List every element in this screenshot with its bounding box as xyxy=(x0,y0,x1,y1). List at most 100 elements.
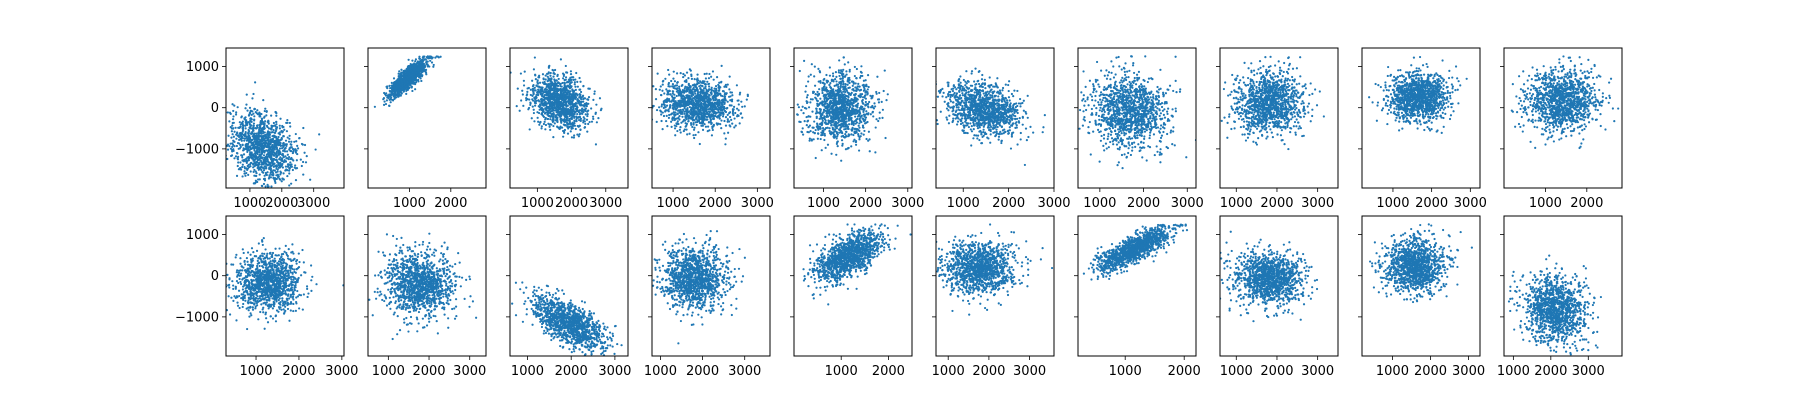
scatter-point xyxy=(548,123,551,126)
scatter-point xyxy=(731,110,735,113)
scatter-point xyxy=(669,113,673,116)
scatter-point xyxy=(710,134,714,137)
scatter-point xyxy=(284,165,287,168)
scatter-point xyxy=(262,127,266,130)
scatter-point xyxy=(521,93,524,96)
scatter-point xyxy=(673,93,676,96)
scatter-point xyxy=(267,185,270,188)
scatter-point xyxy=(718,106,721,109)
scatter-point xyxy=(527,86,530,90)
scatter-point xyxy=(690,77,694,80)
scatter-point xyxy=(575,118,578,121)
scatter-point xyxy=(531,79,534,82)
scatter-point xyxy=(408,68,412,71)
scatter-point xyxy=(263,162,266,165)
scatter-point xyxy=(540,97,543,100)
scatter-point xyxy=(559,83,562,86)
scatter-point xyxy=(569,73,573,76)
scatter-point xyxy=(248,121,251,124)
scatter-point xyxy=(718,117,721,120)
scatter-point xyxy=(221,125,223,127)
scatter-point xyxy=(285,169,288,172)
scatter-point xyxy=(274,135,277,138)
scatter-point xyxy=(578,76,581,80)
scatter-point xyxy=(691,110,694,113)
scatter-point xyxy=(540,108,544,111)
scatter-point xyxy=(591,115,595,118)
scatter-point xyxy=(428,65,431,68)
scatter-point xyxy=(687,82,690,85)
scatter-point xyxy=(724,99,727,102)
scatter-point xyxy=(560,113,563,116)
scatter-point xyxy=(422,59,425,62)
scatter-point xyxy=(549,107,552,110)
scatter-point xyxy=(392,94,396,97)
scatter-point xyxy=(813,65,816,68)
scatter-point xyxy=(698,121,702,125)
scatter-point xyxy=(578,100,582,103)
scatter-point xyxy=(547,89,550,92)
scatter-point xyxy=(402,90,405,93)
scatter-point xyxy=(425,73,428,76)
scatter-point xyxy=(245,157,248,160)
scatter-point xyxy=(550,110,553,113)
scatter-point xyxy=(566,96,570,100)
scatter-point xyxy=(241,127,244,130)
scatter-point xyxy=(531,105,534,108)
scatter-point xyxy=(736,114,739,117)
scatter-point xyxy=(549,94,552,97)
scatter-point xyxy=(228,120,231,123)
scatter-point xyxy=(730,118,733,121)
scatter-point xyxy=(691,118,694,121)
scatter-point xyxy=(254,152,257,155)
scatter-point xyxy=(431,56,434,59)
scatter-point xyxy=(546,112,550,115)
scatter-point xyxy=(566,115,569,118)
axes-frame xyxy=(651,47,771,189)
scatter-point xyxy=(569,86,573,89)
scatter-point xyxy=(420,59,423,63)
scatter-point xyxy=(687,110,690,113)
scatter-point xyxy=(701,128,705,131)
scatter-point xyxy=(543,104,546,107)
scatter-point xyxy=(277,161,280,165)
scatter-point xyxy=(291,158,294,161)
scatter-point xyxy=(557,103,560,107)
scatter-point xyxy=(700,89,704,92)
scatter-point xyxy=(242,153,246,156)
scatter-point xyxy=(425,55,429,59)
scatter-point xyxy=(563,123,566,126)
scatter-point xyxy=(227,134,230,137)
scatter-point xyxy=(574,85,577,88)
scatter-point xyxy=(670,79,673,83)
scatter-point xyxy=(699,90,702,93)
scatter-point xyxy=(540,102,543,105)
scatter-point xyxy=(222,119,224,121)
scatter-point xyxy=(685,101,688,104)
scatter-point xyxy=(671,96,674,99)
scatter-point xyxy=(707,108,710,111)
scatter-point xyxy=(874,105,877,108)
scatter-point xyxy=(732,113,735,117)
scatter-point xyxy=(256,166,259,170)
scatter-point xyxy=(683,110,686,113)
scatter-point xyxy=(709,116,712,119)
scatter-point xyxy=(272,165,275,168)
scatter-point xyxy=(548,64,551,68)
scatter-point xyxy=(679,112,682,115)
scatter-point xyxy=(731,94,734,97)
scatter-point xyxy=(413,65,416,68)
scatter-point xyxy=(682,75,685,79)
scatter-point xyxy=(687,77,690,80)
scatter-point xyxy=(538,74,541,77)
scatter-point xyxy=(579,112,582,115)
scatter-point xyxy=(258,111,261,114)
scatter-point xyxy=(288,184,291,187)
scatter-point xyxy=(539,88,542,92)
scatter-point xyxy=(241,156,244,159)
scatter-point xyxy=(577,135,580,138)
scatter-point xyxy=(230,154,234,157)
scatter-point xyxy=(280,129,283,133)
scatter-point xyxy=(277,150,280,153)
scatter-point xyxy=(271,174,274,177)
